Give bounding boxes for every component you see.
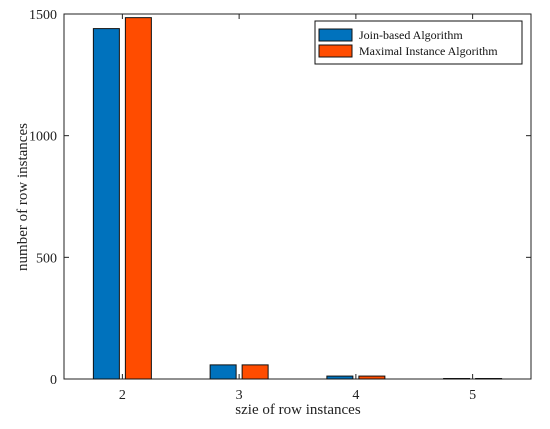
x-tick-label: 4 [352,388,359,403]
plot-frame [63,13,532,380]
y-tick-label: 0 [50,373,57,388]
y-tick-label: 1000 [29,130,57,145]
bar-maximal-instance-4 [358,375,386,380]
legend-swatch-join-based [318,28,353,42]
bar-join-based-4 [326,375,354,380]
bar-maximal-instance-2 [124,17,152,380]
y-tick-label: 1500 [29,8,57,23]
bar-join-based-2 [92,28,120,380]
bar-maximal-instance-3 [241,364,269,380]
legend-swatch-maximal-instance [318,44,353,58]
x-axis-ticks: 2 3 4 5 [119,14,476,403]
bar-join-based-5 [443,378,471,380]
legend-label-join-based: Join-based Algorithm [359,28,463,42]
x-tick-label: 3 [236,388,243,403]
y-axis-ticks: 0 500 1000 1500 [29,8,531,388]
legend: Join-based Algorithm Maximal Instance Alg… [314,20,523,65]
plot-area [63,13,532,380]
legend-label-maximal-instance: Maximal Instance Algorithm [359,44,498,58]
bar-join-based-3 [209,364,237,380]
x-axis-label: szie of row instances [235,402,361,418]
bar-maximal-instance-5 [475,378,503,380]
x-tick-label: 5 [469,388,476,403]
x-tick-label: 2 [119,388,126,403]
y-tick-label: 500 [36,251,57,266]
y-axis-label: number of row instances [15,123,31,271]
